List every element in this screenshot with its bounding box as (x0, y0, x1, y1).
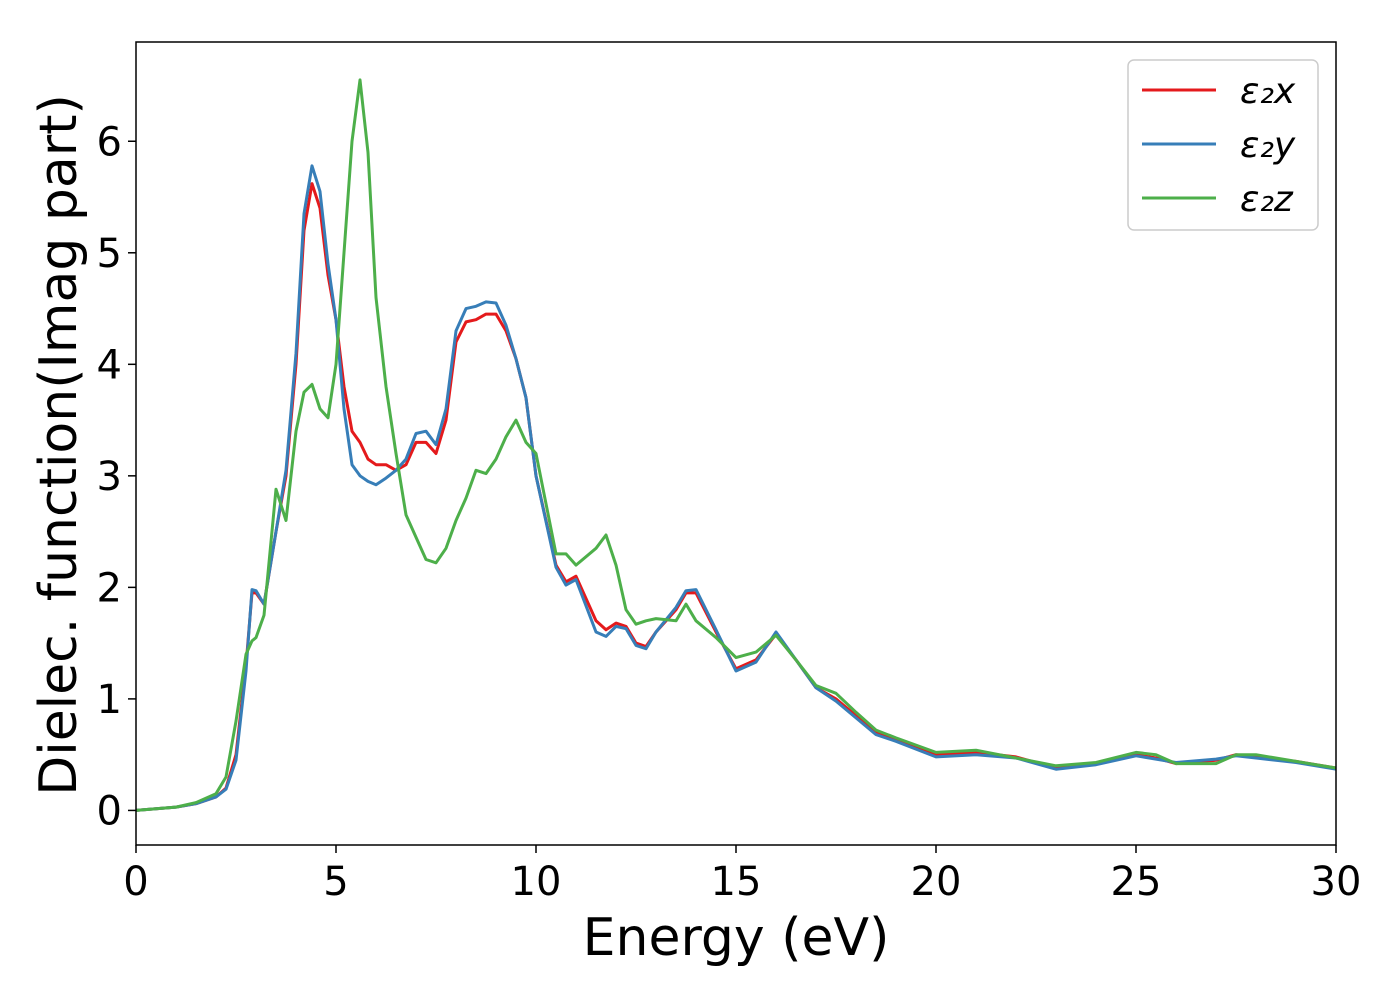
x-tick-label: 5 (323, 859, 348, 905)
legend-label: ε₂z (1240, 179, 1294, 220)
y-tick-label: 5 (97, 231, 122, 277)
x-tick-label: 0 (123, 859, 148, 905)
y-tick-label: 3 (97, 454, 122, 500)
y-tick-label: 4 (97, 342, 122, 388)
x-tick-label: 10 (511, 859, 562, 905)
x-tick-label: 25 (1111, 859, 1162, 905)
y-tick-label: 1 (97, 677, 122, 723)
legend: ε₂x ε₂y ε₂z (1127, 59, 1319, 231)
data-line (135, 164, 1337, 812)
y-tick-label: 2 (97, 565, 122, 611)
x-tick-label: 20 (911, 859, 962, 905)
legend-label: ε₂x (1240, 71, 1296, 112)
plot-frame (135, 41, 1337, 846)
y-axis-label: Dielec. function(Imag part) (29, 94, 89, 796)
x-axis-label: Energy (eV) (583, 908, 890, 968)
data-line (135, 78, 1337, 812)
legend-label: ε₂y (1240, 125, 1296, 166)
legend-box (1127, 59, 1319, 231)
y-tick-label: 0 (97, 788, 122, 834)
x-tick-label: 30 (1311, 859, 1362, 905)
y-tick-label: 6 (97, 119, 122, 165)
x-tick-label: 15 (711, 859, 762, 905)
